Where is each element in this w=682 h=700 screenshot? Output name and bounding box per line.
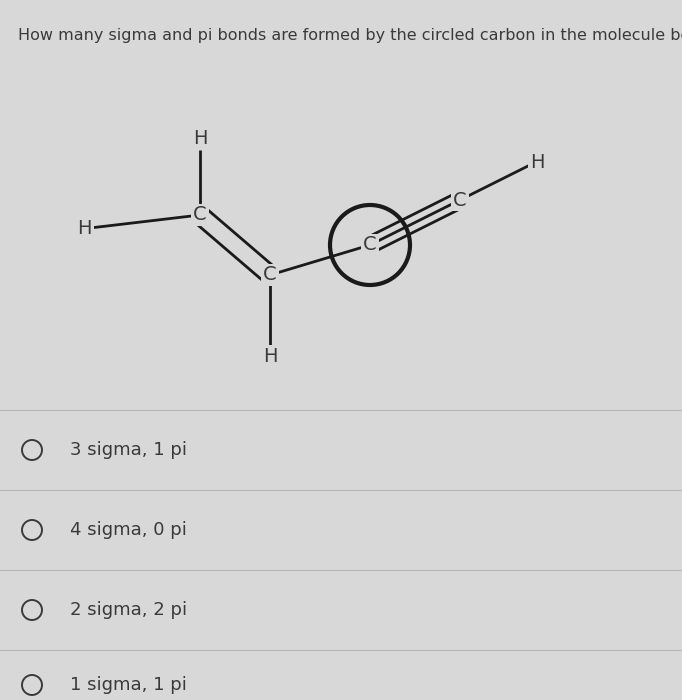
Text: 3 sigma, 1 pi: 3 sigma, 1 pi (70, 441, 187, 459)
Text: H: H (193, 129, 207, 148)
Text: 2 sigma, 2 pi: 2 sigma, 2 pi (70, 601, 187, 619)
Text: 4 sigma, 0 pi: 4 sigma, 0 pi (70, 521, 187, 539)
Text: How many sigma and pi bonds are formed by the circled carbon in the molecule bel: How many sigma and pi bonds are formed b… (18, 28, 682, 43)
Text: C: C (364, 235, 377, 255)
Text: 1 sigma, 1 pi: 1 sigma, 1 pi (70, 676, 187, 694)
Text: H: H (78, 218, 92, 237)
Text: C: C (453, 190, 466, 209)
Text: H: H (263, 347, 278, 366)
Text: C: C (193, 206, 207, 225)
Text: H: H (530, 153, 544, 172)
Text: C: C (263, 265, 277, 284)
